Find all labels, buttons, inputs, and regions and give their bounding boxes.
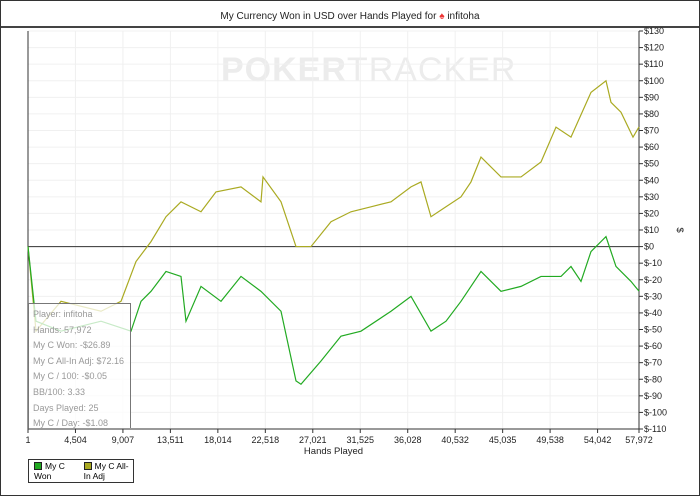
y-tick-label: $-110: [644, 424, 666, 434]
series-line-my-c-all-in-adj: [27, 79, 640, 333]
y-tick-label: $90: [644, 92, 659, 102]
x-axis-label: Hands Played: [304, 446, 363, 457]
chart-title: My Currency Won in USD over Hands Played…: [1, 1, 699, 28]
x-tick-label: 45,035: [489, 435, 517, 445]
x-tick-label: 57,972: [625, 435, 653, 445]
y-tick-label: $80: [644, 109, 659, 119]
y-tick-label: $130: [644, 26, 664, 36]
x-tick-label: 40,532: [441, 435, 469, 445]
y-axis-label: $: [674, 227, 685, 233]
y-tick-label: $-50: [644, 325, 662, 335]
y-tick-label: $40: [644, 175, 659, 185]
y-tick-label: $20: [644, 208, 659, 218]
y-tick-label: $-40: [644, 308, 662, 318]
legend-swatch: [83, 462, 92, 470]
tooltip-allin-adj: My C All-In Adj: $72.16: [33, 355, 125, 366]
x-tick-label: 4,504: [64, 435, 87, 445]
stats-tooltip: Player: infitoha Hands: 57,972 My C Won:…: [28, 303, 131, 428]
y-tick-label: $100: [644, 76, 664, 86]
tooltip-hands: Hands: 57,972: [33, 324, 92, 335]
y-tick-label: $70: [644, 126, 659, 136]
x-tick-label: 22,518: [252, 435, 280, 445]
player-name: infitoha: [447, 11, 480, 22]
legend-item-allin[interactable]: My C All-In Adj: [83, 461, 133, 481]
y-tick-label: $60: [644, 142, 659, 152]
pokertracker-watermark: POKERTRACKER: [221, 51, 517, 89]
y-tick-label: $-60: [644, 341, 662, 351]
legend-item-won[interactable]: My C Won: [34, 461, 72, 481]
x-tick-label: 36,028: [394, 435, 422, 445]
y-tick-label: $-100: [644, 407, 667, 417]
y-tick-label: $10: [644, 225, 659, 235]
y-tick-label: $-80: [644, 374, 662, 384]
x-tick-label: 27,021: [299, 435, 327, 445]
y-tick-label: $30: [644, 192, 659, 202]
y-tick-label: $110: [644, 59, 663, 69]
tooltip-per-100: My C / 100: -$0.05: [33, 371, 108, 382]
legend-label: My C All-In Adj: [83, 461, 129, 481]
tooltip-won: My C Won: -$26.89: [33, 340, 111, 351]
y-tick-label: $-30: [644, 291, 662, 301]
x-tick-label: 49,538: [536, 435, 564, 445]
x-tick-label: 13,511: [157, 435, 184, 445]
tooltip-per-day: My C / Day: -$1.08: [33, 418, 109, 429]
title-text: My Currency Won in USD over Hands Played…: [220, 11, 437, 22]
y-tick-label: $-70: [644, 358, 662, 368]
y-tick-label: $0: [644, 242, 654, 252]
tooltip-days: Days Played: 25: [33, 402, 99, 413]
y-tick-label: $50: [644, 159, 659, 169]
x-tick-label: 9,007: [112, 435, 135, 445]
y-tick-label: $120: [644, 43, 664, 53]
y-tick-label: $-10: [644, 258, 662, 268]
x-tick-label: 54,042: [584, 435, 612, 445]
y-tick-label: $-20: [644, 275, 662, 285]
x-tick-label: 1: [25, 435, 30, 445]
x-tick-label: 31,525: [346, 435, 374, 445]
spade-icon: ♠: [439, 11, 445, 22]
tooltip-player: Player: infitoha: [33, 309, 93, 319]
legend-label: My C Won: [34, 461, 65, 481]
series-line-my-c-won: [27, 235, 640, 386]
legend: My C Won My C All-In Adj: [28, 459, 134, 483]
y-tick-label: $-90: [644, 391, 662, 401]
tooltip-bb100: BB/100: 3.33: [33, 386, 86, 397]
x-tick-label: 18,014: [204, 435, 232, 445]
legend-swatch: [34, 462, 42, 470]
